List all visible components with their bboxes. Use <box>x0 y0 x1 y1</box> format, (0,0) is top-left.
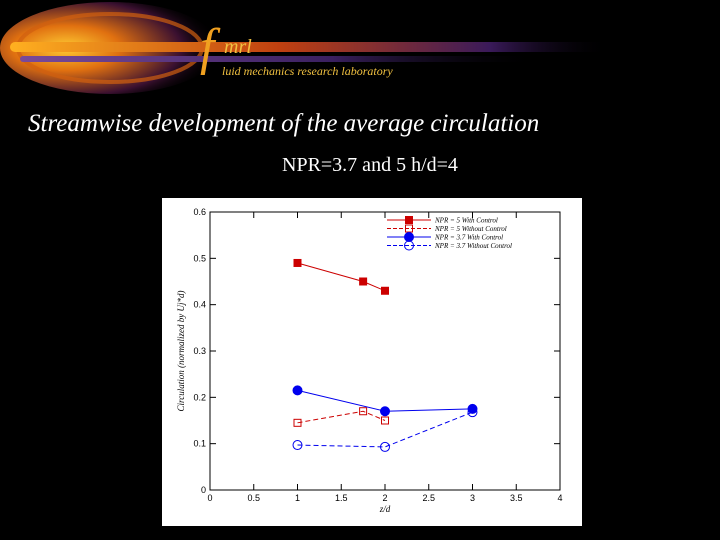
x-tick-label: 0 <box>207 493 212 503</box>
x-axis-label: z/d <box>379 504 391 514</box>
series-line-1 <box>297 262 386 292</box>
x-tick-label: 2 <box>382 493 387 503</box>
y-tick-label: 0.5 <box>193 253 206 263</box>
series-3-point <box>467 403 478 414</box>
circulation-chart: 0 0.5 1 1.5 2 2.5 3 3.5 4 0 0.1 0.2 0.3 0.4 0.5 0.6 z/d C… <box>176 207 563 514</box>
y-tick-label: 0.1 <box>193 439 206 449</box>
legend-label-1: NPR = 5 With Control <box>434 217 498 225</box>
series-4-point <box>467 407 478 418</box>
y-tick-label: 0.6 <box>193 207 206 217</box>
legend-label-3: NPR = 3.7 With Control <box>434 234 503 242</box>
legend-marker-1 <box>405 216 413 224</box>
x-tick-label: 0.5 <box>247 493 260 503</box>
x-tick-label: 4 <box>557 493 562 503</box>
logo-subtitle: luid mechanics research laboratory <box>222 64 393 78</box>
banner-bar <box>10 42 610 52</box>
series-2-point <box>359 407 368 416</box>
series-line-2 <box>297 410 386 424</box>
x-tick-label: 2.5 <box>422 493 435 503</box>
slide-subtitle: NPR=3.7 and 5 h/d=4 <box>282 154 458 176</box>
logo-letter-f: f <box>200 19 215 76</box>
series-2-point <box>293 418 302 427</box>
legend-label-4: NPR = 3.7 Without Control <box>434 242 512 250</box>
y-axis-label: Circulation (normalized by Uj*d) <box>176 291 186 412</box>
x-tick-label: 1.5 <box>335 493 348 503</box>
series-1-point <box>381 286 389 295</box>
x-tick-label: 3.5 <box>510 493 523 503</box>
series-4-point <box>380 441 390 452</box>
series-1-point <box>293 258 302 267</box>
logo-mrl: mrl <box>224 36 252 58</box>
y-tick-label: 0.2 <box>193 392 206 402</box>
y-tick-label: 0 <box>201 485 206 495</box>
series-1-point <box>359 277 368 286</box>
legend-label-2: NPR = 5 Without Control <box>434 225 507 233</box>
plot-frame <box>209 211 561 491</box>
header-banner <box>0 2 610 94</box>
series-3-point <box>292 385 303 396</box>
series-3-point <box>380 406 390 417</box>
chart-panel: 0 0.5 1 1.5 2 2.5 3 3.5 4 0 0.1 0.2 0.3 0.4 0.5 0.6 z/d C… <box>162 198 582 526</box>
y-tick-label: 0.4 <box>193 300 206 310</box>
slide-title: Streamwise development of the average ci… <box>28 110 540 137</box>
x-tick-label: 3 <box>470 493 475 503</box>
y-tick-label: 0.3 <box>193 346 206 356</box>
legend-marker-4 <box>404 240 414 251</box>
banner-bar-lower <box>20 56 540 62</box>
series-4-point <box>292 440 303 451</box>
legend-marker-3 <box>404 232 414 242</box>
series-2-point <box>381 416 389 425</box>
x-tick-label: 1 <box>295 493 300 503</box>
